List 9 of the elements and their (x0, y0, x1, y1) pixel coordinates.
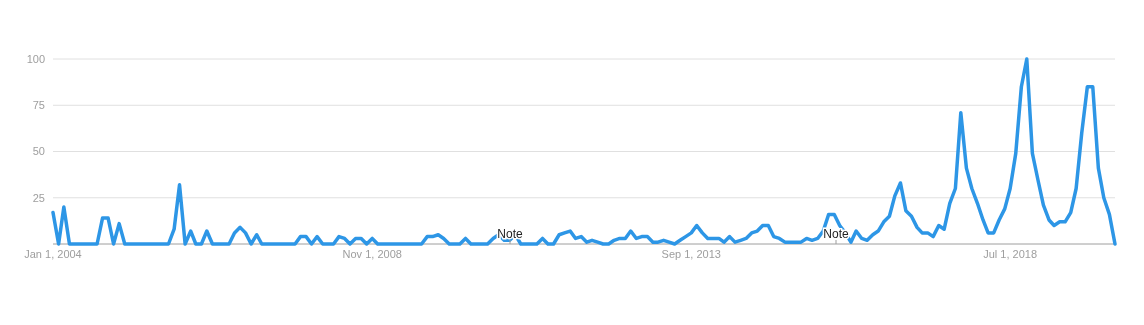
x-tick-label: Jan 1, 2004 (24, 248, 82, 260)
y-tick-label: 100 (26, 52, 45, 65)
y-tick-label: 25 (32, 191, 45, 204)
y-tick-label: 50 (32, 145, 45, 158)
y-tick-label: 75 (32, 99, 45, 112)
x-tick-label: Sep 1, 2013 (661, 248, 721, 260)
x-tick-label: Nov 1, 2008 (342, 248, 402, 260)
x-tick-label: Jul 1, 2018 (983, 248, 1038, 260)
line-series (51, 57, 1117, 246)
